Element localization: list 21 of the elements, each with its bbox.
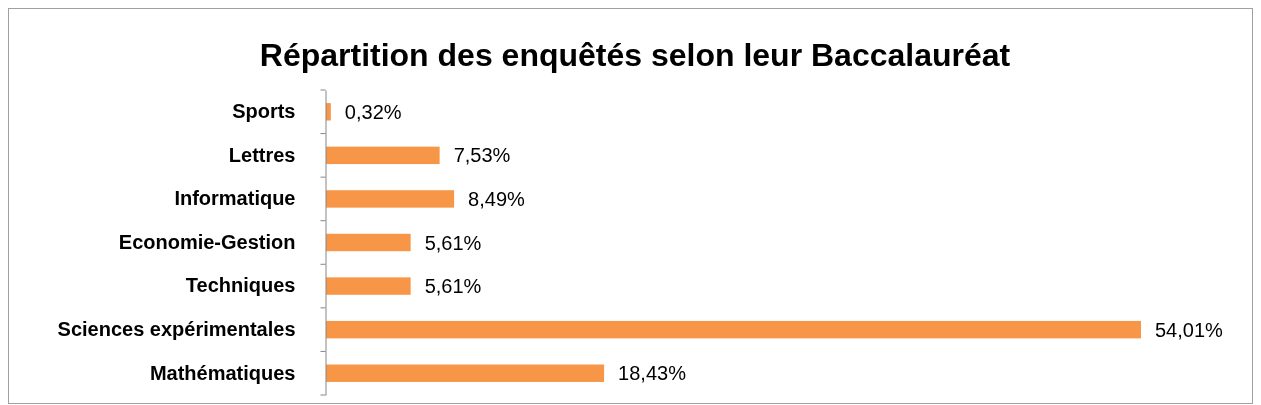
data-label: 7,53% [453,144,511,167]
bar [326,190,455,208]
bar [326,277,411,295]
data-label: 18,43% [618,362,687,385]
bar [326,364,605,382]
data-label: 0,32% [344,100,402,123]
y-tick-label: Mathématiques [149,361,296,384]
bar [326,320,1141,339]
y-tick-label: Informatique [174,187,296,210]
bar [326,233,411,252]
data-label: 54,01% [1155,318,1224,341]
bar [326,146,440,165]
data-label: 5,61% [424,231,482,254]
chart-title: Répartition des enquêtés selon leur Baccalauréat [259,37,1011,73]
y-tick-label: Sports [232,100,296,123]
data-label: 5,61% [424,275,482,298]
y-tick-label: Economie-Gestion [118,230,296,253]
y-tick-label: Techniques [185,274,296,297]
data-label: 8,49% [468,187,526,210]
y-tick-label: Sciences expérimentales [57,318,296,341]
y-tick-label: Lettres [228,143,296,166]
